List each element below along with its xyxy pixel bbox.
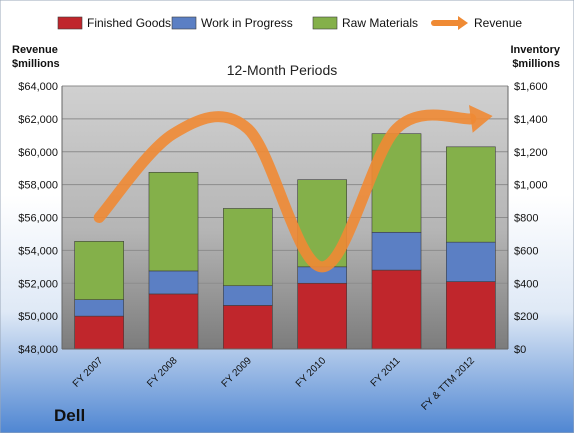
chart-title: 12-Month Periods [227,62,338,78]
bar-raw-materials [74,241,124,300]
right-tick-label: $1,200 [514,147,548,159]
left-tick-label: $64,000 [18,81,58,93]
left-tick-label: $54,000 [18,245,58,257]
axis-title-line: $millions [12,58,60,70]
grid-layer [62,85,508,350]
bar-finished-goods [446,281,496,350]
left-tick-label: $62,000 [18,114,58,126]
axis-title-line: $millions [512,58,560,70]
left-tick-label: $50,000 [18,311,58,323]
right-tick-label: $1,600 [514,81,548,93]
revenue-arrowhead [468,104,493,133]
bar-work-in-progress [74,299,124,317]
right-tick-label: $600 [514,245,538,257]
line-layer [93,104,493,273]
legend-label: Raw Materials [342,16,418,30]
left-tick-label: $58,000 [18,180,58,192]
axis-title-line: Revenue [12,44,58,56]
bar-work-in-progress [223,285,273,306]
legend: Finished Goods Work in Progress Raw Materi… [57,16,522,30]
bar-work-in-progress [371,231,422,271]
legend-label: Finished Goods [87,16,171,30]
revenue-line [93,109,477,273]
bar-work-in-progress [148,270,199,295]
legend-swatch [312,16,338,30]
axis-title-line: Inventory [510,44,560,56]
bar-work-in-progress [446,241,496,282]
right-tick-label: $200 [514,311,538,323]
legend-label: Revenue [474,16,522,30]
left-tick-label: $48,000 [18,344,58,356]
bar-finished-goods [297,282,347,350]
bar-raw-materials [223,208,273,287]
legend-swatch [57,16,83,30]
legend-swatch [171,16,197,30]
bar-raw-materials [446,146,496,243]
left-axis-title: Revenue $millions [12,44,60,70]
company-label: Dell [54,406,85,425]
bars-layer [74,133,496,350]
left-tick-label: $56,000 [18,213,58,225]
bar-finished-goods [148,293,199,350]
left-tick-label: $60,000 [18,147,58,159]
bar-finished-goods [74,315,124,350]
right-tick-label: $1,400 [514,114,548,126]
right-axis-title: Inventory $millions [510,44,560,70]
right-tick-label: $1,000 [514,180,548,192]
right-tick-label: $0 [514,344,526,356]
legend-label: Work in Progress [201,16,293,30]
right-tick-label: $400 [514,278,538,290]
bar-raw-materials [148,171,199,272]
bar-finished-goods [371,269,422,350]
bar-finished-goods [223,305,273,350]
legend-arrowhead [458,16,468,30]
right-tick-label: $800 [514,213,538,225]
left-tick-label: $52,000 [18,278,58,290]
